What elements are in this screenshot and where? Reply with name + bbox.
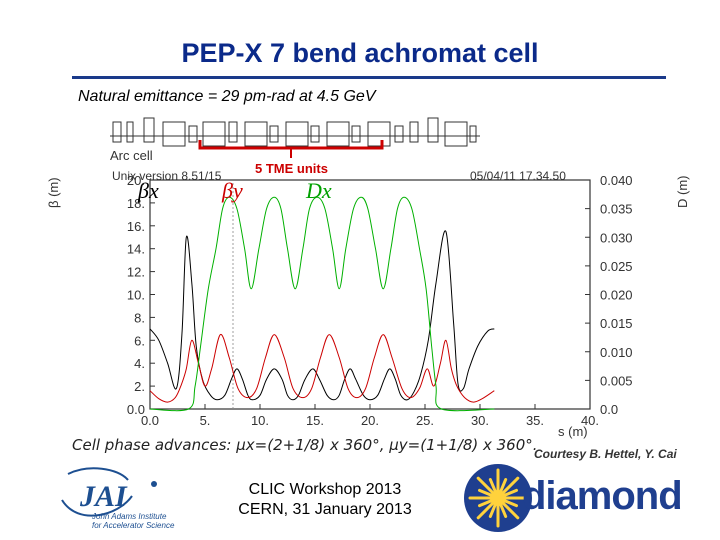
lattice-magnet (469, 125, 477, 143)
courtesy-note: Courtesy B. Hettel, Y. Cai (534, 447, 677, 461)
lattice-magnet (394, 125, 404, 143)
x-tick-label: 25. (416, 413, 434, 428)
y-right-tick-label: 0.005 (600, 373, 633, 388)
x-tick-label: 30. (471, 413, 489, 428)
jai-logo: JAI John Adams Institute for Accelerator… (58, 466, 218, 532)
diamond-starburst-icon (464, 464, 532, 532)
lattice-magnet (202, 121, 226, 147)
date-label: 05/04/11 17.34.50 (470, 169, 566, 183)
jai-logo-line2: for Accelerator Science (92, 521, 175, 530)
y-left-tick-label: 6. (134, 333, 145, 348)
legend-betax: βx (137, 178, 159, 203)
slide-title: PEP-X 7 bend achromat cell (181, 38, 539, 68)
curves (149, 196, 495, 412)
title-underline (72, 76, 666, 79)
lattice-magnet (326, 121, 350, 147)
y-right-tick-label: 0.015 (600, 316, 633, 331)
y-left-tick-label: 4. (134, 356, 145, 371)
emittance-subtitle: Natural emittance = 29 pm-rad at 4.5 GeV (78, 88, 376, 105)
lattice-magnet (285, 121, 309, 147)
lattice-magnet (444, 121, 468, 147)
y-right-tick-label: 0.025 (600, 259, 633, 274)
x-tick-label: 35. (526, 413, 544, 428)
x-tick-label: 0.0 (141, 413, 159, 428)
y-right-tick-label: 0.0 (600, 402, 618, 417)
y-left-tick-label: 10. (127, 288, 145, 303)
y-left-axis-title: β (m) (46, 177, 61, 208)
svg-text:JAI: JAI (79, 480, 128, 513)
arc-cell-label: Arc cell (110, 148, 153, 163)
lattice-magnet (143, 117, 155, 143)
lattice-magnet (351, 125, 361, 143)
x-axis-title: s (m) (558, 424, 588, 439)
lattice-magnet (126, 121, 134, 143)
jai-logo-mark: JAI (61, 467, 157, 517)
lattice-magnet (409, 121, 419, 143)
x-tick-label: 15. (306, 413, 324, 428)
diamond-logo: diamond (462, 462, 683, 534)
y-left-tick-label: 16. (127, 219, 145, 234)
jai-logo-line1: John Adams Institute (92, 512, 167, 521)
y-left-tick-label: 20. (127, 173, 145, 188)
betax-curve (149, 230, 495, 401)
y-right-tick-label: 0.035 (600, 202, 633, 217)
legend-dx: Dx (305, 178, 332, 203)
lattice-magnet (244, 121, 268, 147)
x-tick-label: 5. (200, 413, 211, 428)
x-tick-label: 20. (361, 413, 379, 428)
lattice-magnet (310, 125, 320, 143)
y-right-tick-label: 0.010 (600, 345, 633, 360)
y-right-axis-title: D (m) (675, 176, 690, 209)
footer-line2: CERN, 31 January 2013 (238, 501, 412, 518)
y-left-tick-label: 18. (127, 196, 145, 211)
y-right-tick-label: 0.030 (600, 230, 633, 245)
y-left-tick-label: 12. (127, 265, 145, 280)
y-right-tick-label: 0.020 (600, 288, 633, 303)
lattice-magnet (427, 117, 439, 143)
lattice-strip (110, 117, 480, 147)
lattice-magnet (162, 121, 186, 147)
lattice-magnet (269, 125, 279, 143)
y-right-tick-label: 0.040 (600, 173, 633, 188)
tme-units-label: 5 TME units (255, 161, 328, 176)
diamond-wordmark: diamond (522, 474, 683, 518)
y-left-tick-label: 14. (127, 242, 145, 257)
legend: βx βy Dx (137, 178, 332, 203)
y-left-tick-label: 8. (134, 310, 145, 325)
y-left-tick-label: 0.0 (127, 402, 145, 417)
footer-line1: CLIC Workshop 2013 (248, 481, 402, 498)
lattice-magnet (367, 121, 391, 147)
axis-ticks: 0.0 5. 10. 15. 20. 25. 30. 35. 40.0.02.4.6.8.10.… (127, 173, 633, 428)
dx-curve (149, 196, 495, 412)
footer: CLIC Workshop 2013 CERN, 31 January 2013 (220, 480, 430, 520)
tme-bracket (198, 140, 384, 150)
y-left-tick-label: 2. (134, 379, 145, 394)
betay-curve (149, 334, 495, 403)
lattice-magnet (188, 125, 198, 143)
phase-advance-note: Cell phase advances: μx=(2+1/8) x 360°, … (72, 436, 538, 454)
x-tick-label: 10. (251, 413, 269, 428)
lattice-magnet (112, 121, 122, 143)
legend-betay: βy (221, 178, 243, 203)
x-tick-label: 40. (581, 413, 599, 428)
lattice-magnet (228, 121, 238, 143)
